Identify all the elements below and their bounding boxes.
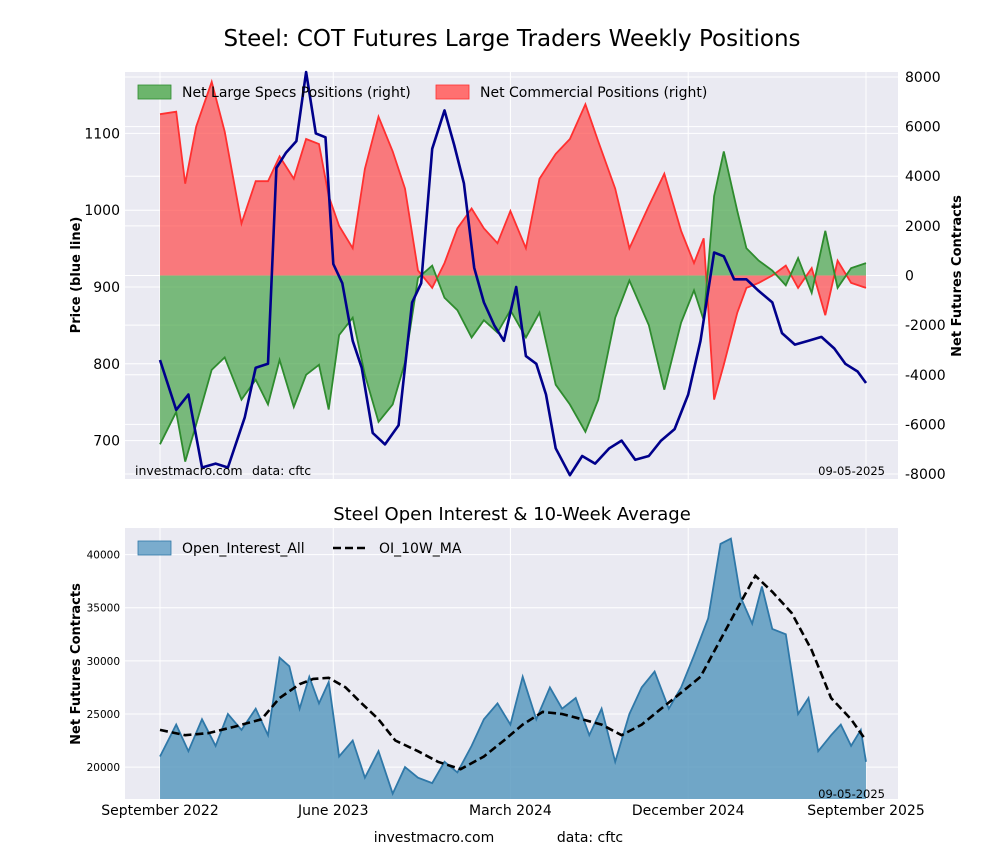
footer-site: investmacro.com (374, 830, 494, 846)
x-tick-label: December 2024 (632, 803, 745, 819)
top-watermark-data: data: cftc (252, 463, 311, 478)
left-tick-label: 1000 (84, 203, 120, 219)
net-commercial-area (160, 81, 866, 400)
top-watermark-site: investmacro.com (135, 463, 243, 478)
bottom-legend: Open_Interest_All OI_10W_MA (137, 540, 462, 557)
bottom-panel-title: Steel Open Interest & 10-Week Average (333, 504, 691, 525)
left-tick-label: 1100 (84, 126, 120, 142)
top-panel: 700 800 900 1000 1100 8000 6000 4000 2000 0 -2000… (69, 70, 965, 483)
right-tick-label: 8000 (905, 70, 941, 86)
left-tick-label: 800 (93, 357, 120, 373)
bottom-series (159, 537, 868, 799)
open-interest-line (159, 537, 867, 797)
top-left-axis: 700 800 900 1000 1100 (84, 126, 120, 449)
x-tick-label: September 2022 (101, 803, 218, 819)
right-tick-label: -8000 (905, 467, 946, 483)
legend-swatch-specs (137, 84, 172, 100)
right-tick-label: 0 (905, 269, 914, 285)
top-series (158, 70, 868, 477)
right-tick-label: 4000 (905, 169, 941, 185)
net-commercial-line (159, 78, 867, 400)
right-tick-label: 2000 (905, 219, 941, 235)
figure-title: Steel: COT Futures Large Traders Weekly … (223, 26, 800, 52)
top-right-axis: 8000 6000 4000 2000 0 -2000 -4000 -6000 -8000 (905, 70, 946, 483)
left-tick-label: 900 (93, 280, 120, 296)
open-interest-area (160, 538, 866, 799)
legend-swatch-commercial (435, 84, 470, 100)
top-legend: Net Large Specs Positions (right) Net Co… (137, 84, 707, 101)
bottom-date-stamp: 09-05-2025 (818, 787, 885, 801)
legend-label-ma: OI_10W_MA (379, 541, 462, 557)
bottom-y-tick-label: 40000 (87, 550, 120, 562)
legend-swatch-open-interest (137, 540, 172, 556)
x-tick-label: September 2025 (807, 803, 924, 819)
price-line (158, 70, 868, 477)
left-tick-label: 700 (93, 434, 120, 450)
legend-label-specs: Net Large Specs Positions (right) (182, 85, 411, 101)
bottom-y-tick-label: 25000 (87, 709, 120, 721)
top-date-stamp: 09-05-2025 (818, 464, 885, 478)
legend-label-open-interest: Open_Interest_All (182, 541, 305, 557)
net-futures-axis-label-right: Net Futures Contracts (950, 195, 965, 357)
x-tick-label: June 2023 (297, 803, 369, 819)
footer-data: data: cftc (557, 830, 623, 846)
bottom-y-tick-label: 35000 (87, 603, 120, 615)
bottom-y-tick-label: 20000 (87, 762, 120, 774)
net-specs-line (159, 151, 867, 462)
bottom-y-tick-label: 30000 (87, 656, 120, 668)
net-futures-axis-label-left: Net Futures Contracts (69, 583, 84, 745)
oi-10w-ma-line (159, 573, 868, 771)
bottom-panel: 20000 25000 30000 35000 40000 September 2022… (69, 528, 925, 819)
legend-label-commercial: Net Commercial Positions (right) (480, 85, 707, 101)
x-tick-label: March 2024 (469, 803, 552, 819)
bottom-x-axis: September 2022 June 2023 March 2024 Decembe… (101, 803, 924, 819)
right-tick-label: -6000 (905, 417, 946, 433)
price-axis-label: Price (blue line) (69, 217, 84, 334)
right-tick-label: -4000 (905, 368, 946, 384)
bottom-y-axis: 20000 25000 30000 35000 40000 (87, 550, 120, 775)
right-tick-label: 6000 (905, 120, 941, 136)
right-tick-label: -2000 (905, 318, 946, 334)
